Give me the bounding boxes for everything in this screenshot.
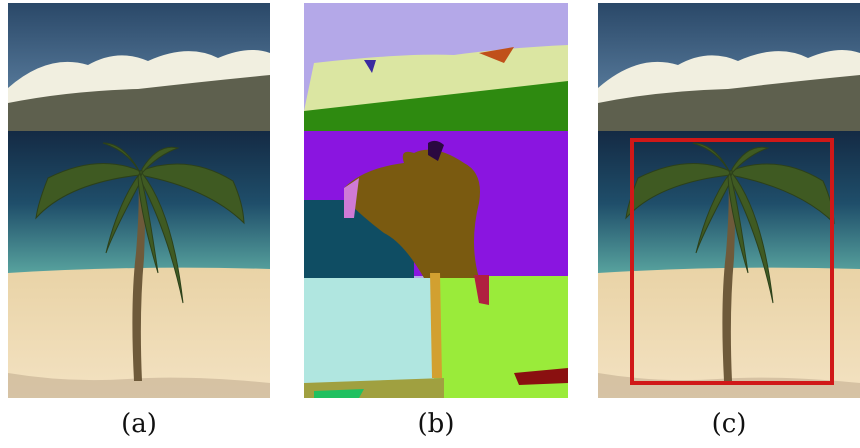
original-image bbox=[8, 3, 270, 398]
detected-image bbox=[598, 3, 860, 398]
caption: (a) bbox=[121, 409, 157, 439]
segmentation-map bbox=[304, 3, 568, 398]
figure: (a) (b) (c) bbox=[0, 0, 860, 448]
caption: (b) bbox=[418, 409, 455, 439]
caption: (c) bbox=[712, 409, 747, 439]
